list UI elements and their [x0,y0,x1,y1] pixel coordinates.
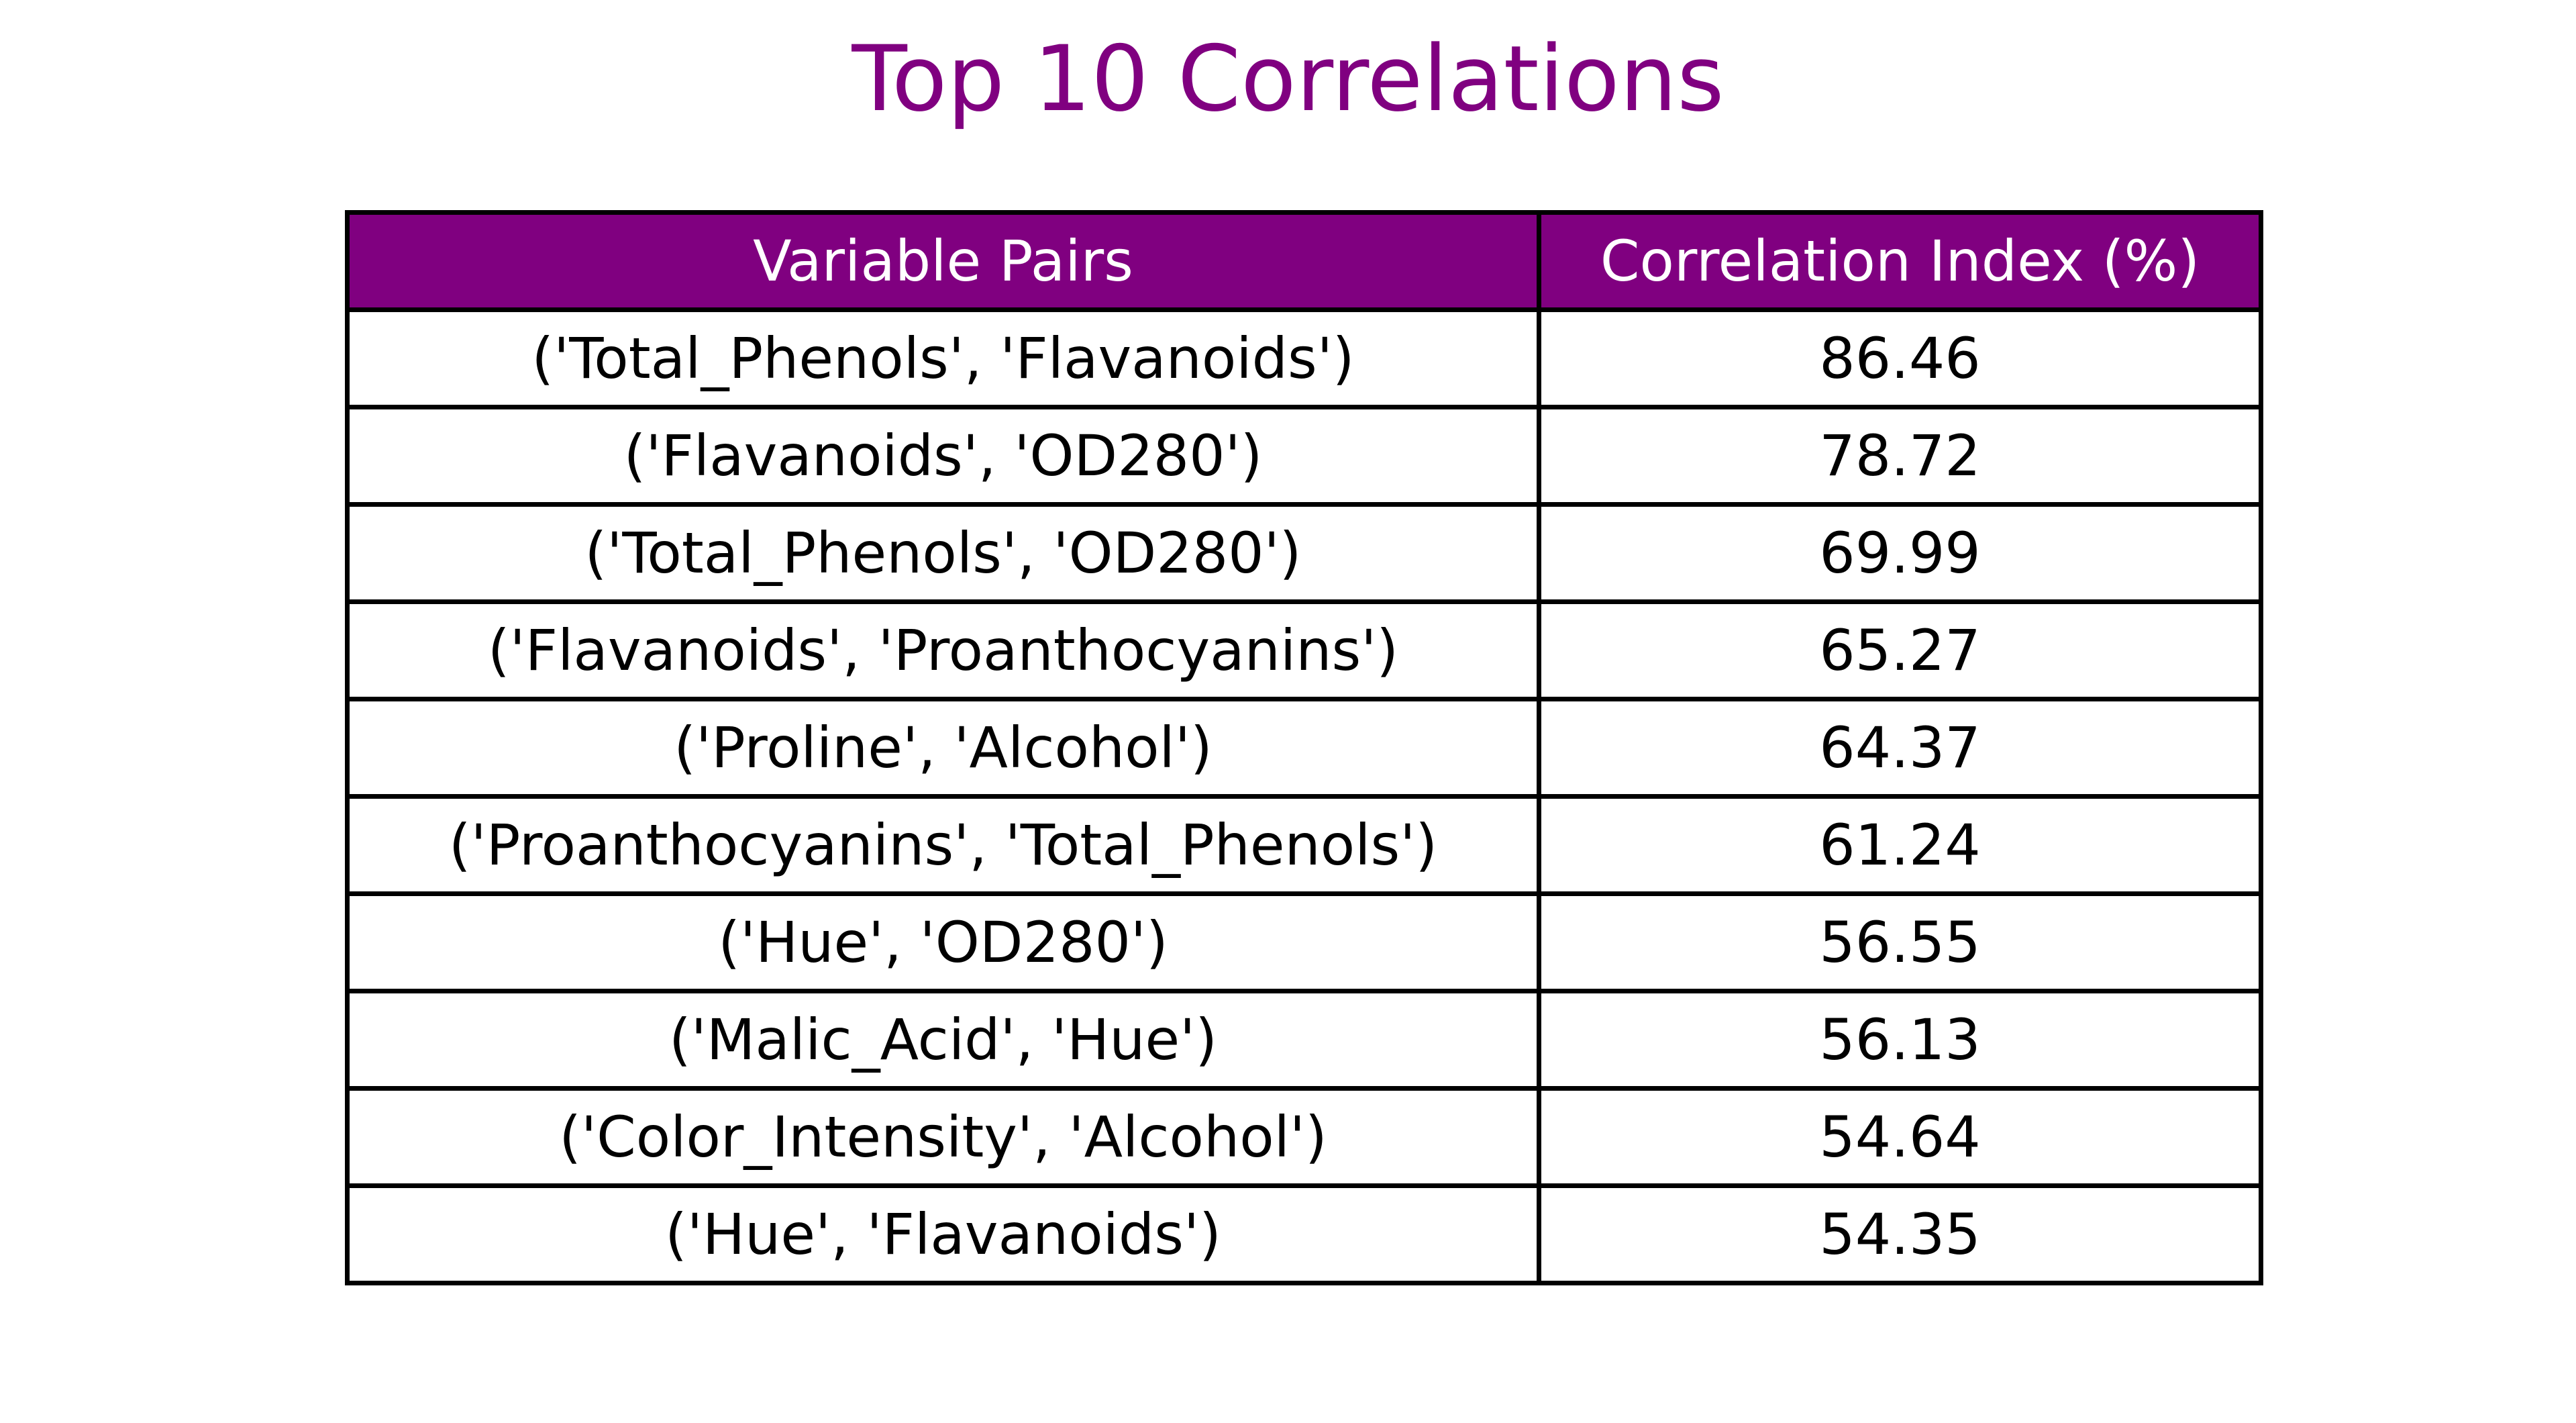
cell-variable-pair: ('Malic_Acid', 'Hue') [345,989,1541,1091]
cell-variable-pair: ('Proline', 'Alcohol') [345,697,1541,799]
table-row: ('Proanthocyanins', 'Total_Phenols') 61.2… [345,794,2263,896]
cell-correlation-value: 64.37 [1537,697,2263,799]
table-row: ('Total_Phenols', 'Flavanoids') 86.46 [345,307,2263,409]
cell-variable-pair: ('Color_Intensity', 'Alcohol') [345,1086,1541,1188]
cell-correlation-value: 56.55 [1537,891,2263,993]
header-row: Variable Pairs Correlation Index (%) [345,210,2263,312]
cell-correlation-value: 69.99 [1537,502,2263,604]
cell-correlation-value: 78.72 [1537,405,2263,507]
table-row: ('Color_Intensity', 'Alcohol') 54.64 [345,1086,2263,1188]
cell-variable-pair: ('Hue', 'OD280') [345,891,1541,993]
table-body: ('Total_Phenols', 'Flavanoids') 86.46 ('Fl… [345,307,2263,1285]
chart-title: Top 10 Correlations [852,26,1724,132]
cell-correlation-value: 65.27 [1537,599,2263,701]
cell-variable-pair: ('Hue', 'Flavanoids') [345,1183,1541,1285]
cell-variable-pair: ('Total_Phenols', 'OD280') [345,502,1541,604]
table-row: ('Hue', 'Flavanoids') 54.35 [345,1183,2263,1285]
cell-correlation-value: 54.35 [1537,1183,2263,1285]
table-row: ('Hue', 'OD280') 56.55 [345,891,2263,993]
table-header: Variable Pairs Correlation Index (%) [345,210,2263,312]
header-variable-pairs: Variable Pairs [345,210,1541,312]
cell-variable-pair: ('Total_Phenols', 'Flavanoids') [345,307,1541,409]
table-row: ('Flavanoids', 'OD280') 78.72 [345,405,2263,507]
header-correlation-index: Correlation Index (%) [1537,210,2263,312]
cell-correlation-value: 86.46 [1537,307,2263,409]
table-row: ('Total_Phenols', 'OD280') 69.99 [345,502,2263,604]
table-row: ('Malic_Acid', 'Hue') 56.13 [345,989,2263,1091]
cell-correlation-value: 54.64 [1537,1086,2263,1188]
cell-variable-pair: ('Flavanoids', 'OD280') [345,405,1541,507]
cell-correlation-value: 56.13 [1537,989,2263,1091]
cell-variable-pair: ('Flavanoids', 'Proanthocyanins') [345,599,1541,701]
table-row: ('Proline', 'Alcohol') 64.37 [345,697,2263,799]
correlation-table: Variable Pairs Correlation Index (%) ('T… [345,210,2263,1285]
cell-correlation-value: 61.24 [1537,794,2263,896]
cell-variable-pair: ('Proanthocyanins', 'Total_Phenols') [345,794,1541,896]
table-row: ('Flavanoids', 'Proanthocyanins') 65.27 [345,599,2263,701]
